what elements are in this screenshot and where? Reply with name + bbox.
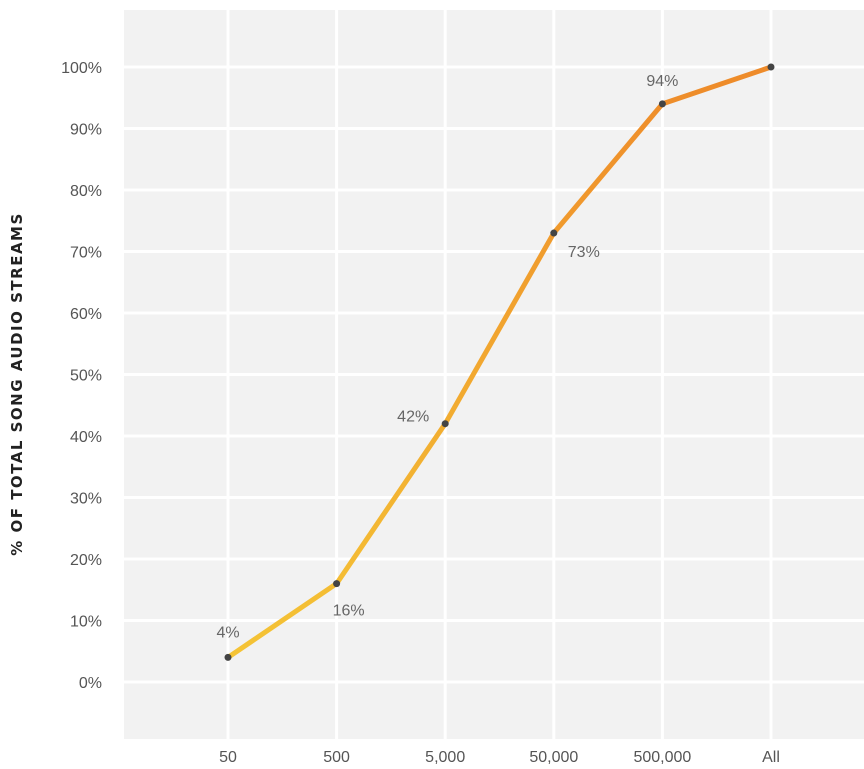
- data-label: 42%: [397, 409, 429, 426]
- y-tick-label: 40%: [70, 429, 102, 446]
- data-point: [224, 653, 232, 661]
- data-point: [658, 100, 666, 108]
- y-tick-label: 100%: [61, 60, 102, 77]
- x-tick-label: 50: [219, 749, 237, 766]
- y-tick-label: 10%: [70, 614, 102, 631]
- y-tick-label: 30%: [70, 491, 102, 508]
- y-tick-label: 60%: [70, 306, 102, 323]
- y-tick-label: 90%: [70, 122, 102, 139]
- y-axis-tick-labels: 0% 10% 20% 30% 40% 50% 60% 70% 80% 90% 100%: [61, 60, 102, 692]
- x-tick-label: 500,000: [633, 749, 691, 766]
- data-point: [333, 580, 341, 588]
- data-point-markers: [224, 63, 775, 661]
- data-labels: 4% 16% 42% 73% 94%: [216, 73, 678, 642]
- data-point: [550, 229, 558, 237]
- data-label: 16%: [333, 603, 365, 620]
- data-point: [767, 63, 775, 71]
- data-label: 94%: [646, 73, 678, 90]
- y-tick-label: 0%: [79, 675, 102, 692]
- series-line: [225, 64, 774, 660]
- y-tick-label: 50%: [70, 368, 102, 385]
- y-tick-label: 20%: [70, 552, 102, 569]
- x-tick-label: 500: [323, 749, 350, 766]
- data-point: [441, 420, 449, 428]
- x-axis-tick-labels: 50 500 5,000 50,000 500,000 All: [219, 749, 780, 766]
- x-tick-label: 5,000: [425, 749, 465, 766]
- y-tick-label: 70%: [70, 245, 102, 262]
- data-label: 73%: [568, 244, 600, 261]
- x-tick-label: All: [762, 749, 780, 766]
- data-label: 4%: [216, 624, 239, 641]
- gridlines: [124, 10, 864, 739]
- y-axis-title: % OF TOTAL SONG AUDIO STREAMS: [8, 212, 26, 556]
- y-tick-label: 80%: [70, 183, 102, 200]
- x-tick-label: 50,000: [529, 749, 578, 766]
